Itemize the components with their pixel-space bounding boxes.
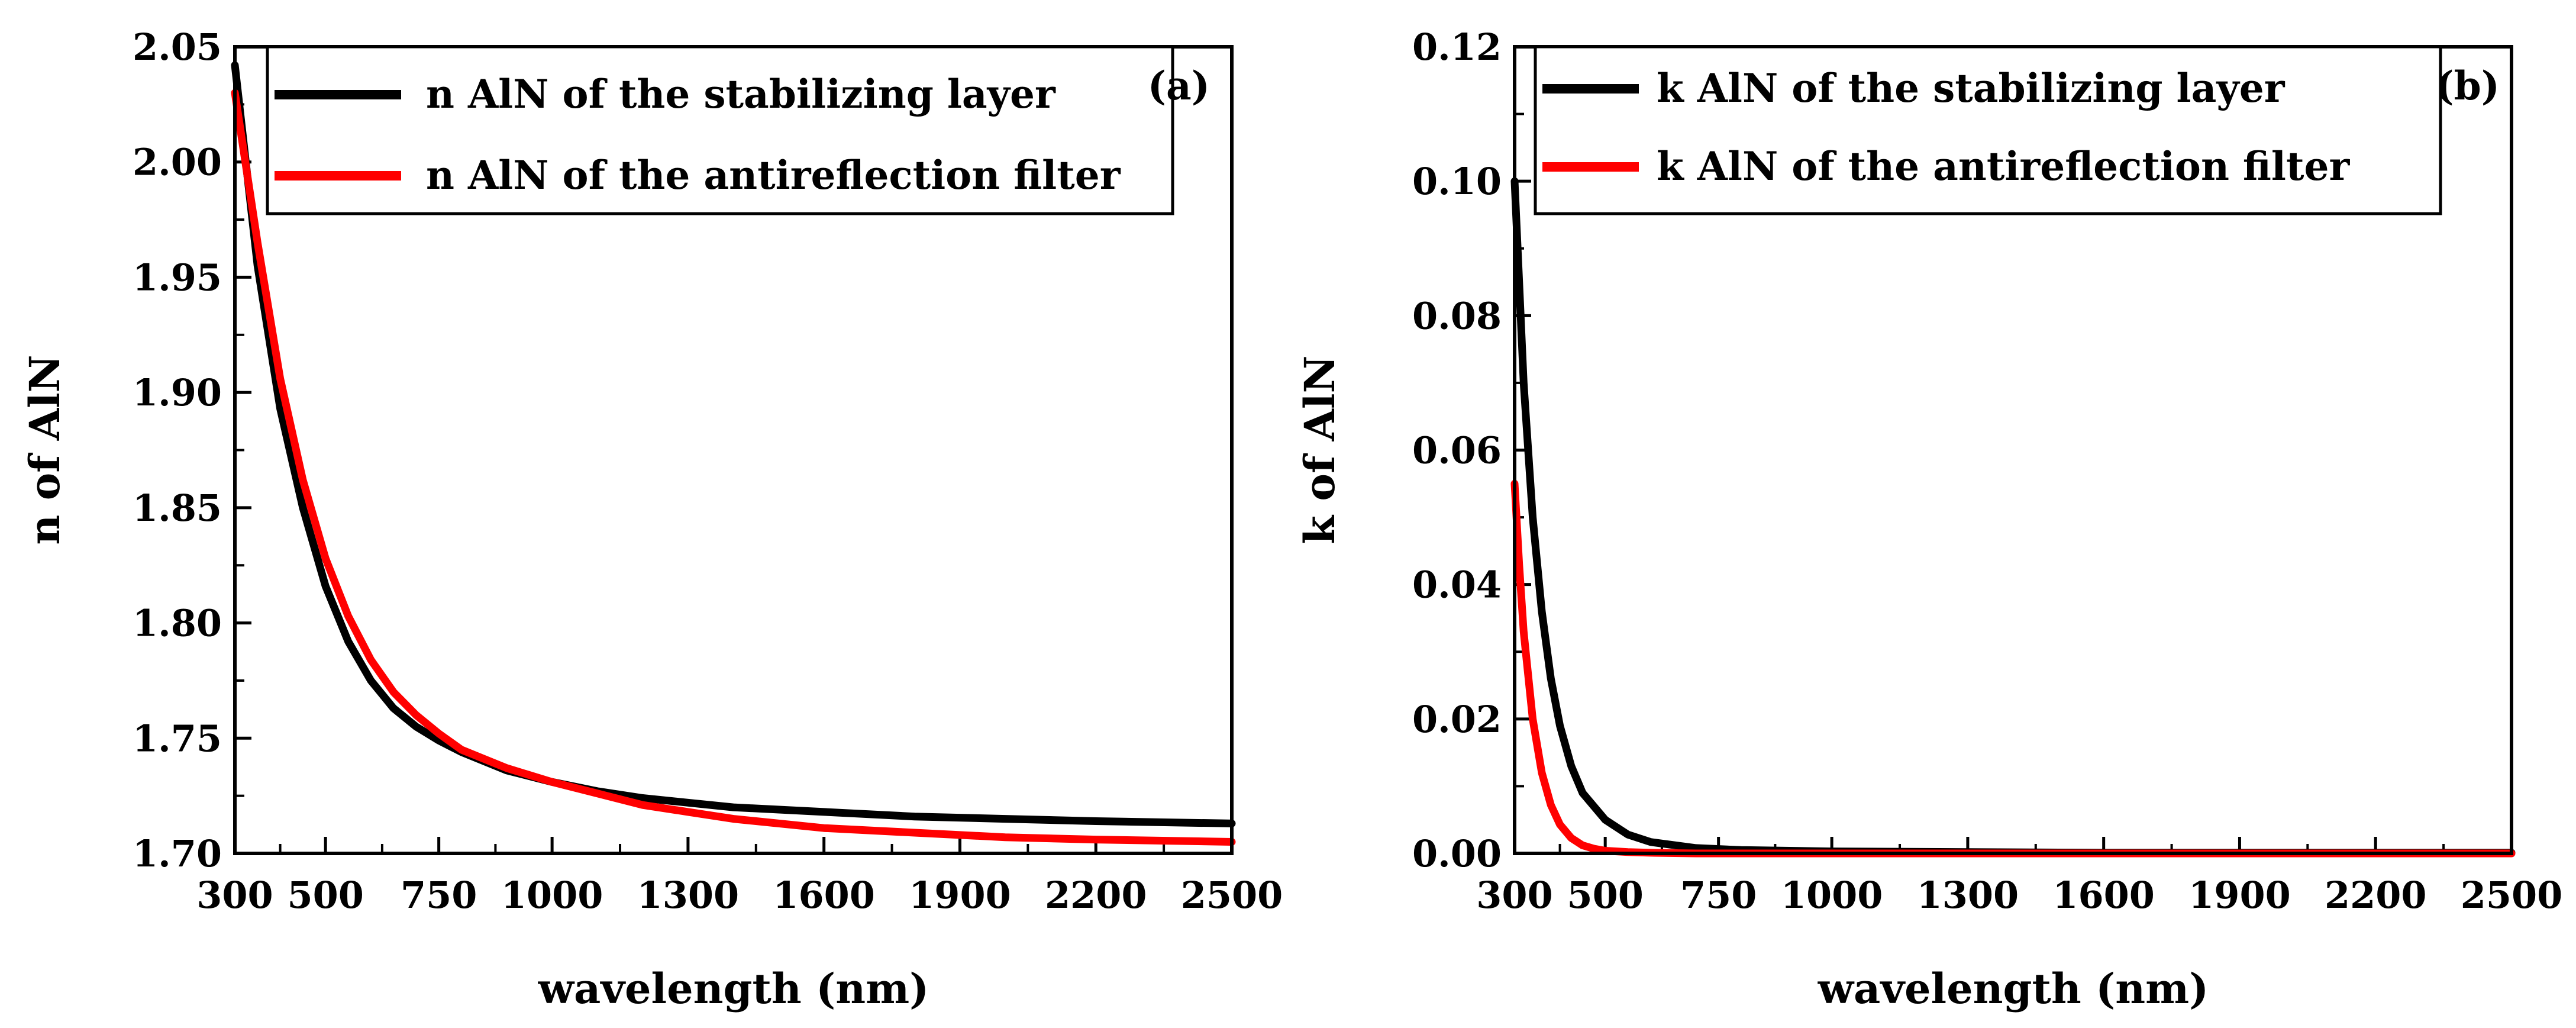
x-axis-label-b: wavelength (nm) bbox=[1818, 964, 2209, 1013]
legend-box-b bbox=[1534, 45, 2442, 215]
y-tick-label-b-2: 0.04 bbox=[1412, 563, 1502, 607]
y-tick-label-a-6: 2.00 bbox=[133, 141, 222, 184]
series-line-a-1 bbox=[231, 89, 1236, 846]
x-tick-label-a-4: 1300 bbox=[637, 874, 740, 917]
y-tick-label-a-0: 1.70 bbox=[133, 832, 222, 875]
x-tick-label-b-8: 2500 bbox=[2461, 874, 2563, 917]
x-tick-label-a-8: 2500 bbox=[1181, 874, 1283, 917]
series-lines-b bbox=[1510, 177, 2516, 858]
y-tick-label-a-4: 1.90 bbox=[133, 371, 222, 414]
series-line-b-1 bbox=[1510, 479, 2516, 858]
y-tick-label-b-3: 0.06 bbox=[1412, 429, 1502, 472]
y-tick-label-a-5: 1.95 bbox=[133, 256, 222, 299]
x-tick-label-a-6: 1900 bbox=[909, 874, 1011, 917]
x-tick-label-b-7: 2200 bbox=[2325, 874, 2427, 917]
y-tick-label-b-0: 0.00 bbox=[1412, 832, 1502, 875]
legend-label-b-1: k AlN of the antireflection filter bbox=[1657, 143, 2350, 189]
chart-panel-a: 300 500 750 1000 1300 1600 1900 2200 2500 1.70 1.7… bbox=[20, 25, 1283, 1013]
x-tick-label-a-2: 750 bbox=[401, 874, 477, 917]
y-tick-label-b-1: 0.02 bbox=[1412, 698, 1502, 741]
tick-labels-b: 300 500 750 1000 1300 1600 1900 2200 2500 0.00 0.0… bbox=[1412, 25, 2562, 917]
legend-box-a bbox=[266, 45, 1174, 215]
x-tick-label-b-2: 750 bbox=[1680, 874, 1757, 917]
y-tick-label-a-2: 1.80 bbox=[133, 602, 222, 645]
x-tick-label-b-5: 1600 bbox=[2052, 874, 2155, 917]
y-tick-label-a-3: 1.85 bbox=[133, 486, 222, 530]
y-tick-label-a-7: 2.05 bbox=[133, 25, 222, 69]
y-tick-label-b-6: 0.12 bbox=[1412, 25, 1502, 69]
series-line-b-0 bbox=[1510, 177, 2516, 857]
x-tick-label-a-1: 500 bbox=[287, 874, 363, 917]
x-tick-label-b-4: 1300 bbox=[1917, 874, 2019, 917]
x-tick-label-a-7: 2200 bbox=[1045, 874, 1147, 917]
x-tick-label-b-1: 500 bbox=[1567, 874, 1643, 917]
x-tick-label-a-3: 1000 bbox=[501, 874, 603, 917]
legend-label-a-0: n AlN of the stabilizing layer bbox=[426, 71, 1056, 117]
legend-label-a-1: n AlN of the antireflection filter bbox=[426, 152, 1121, 198]
legend-a: n AlN of the stabilizing layer n AlN of … bbox=[266, 45, 1174, 215]
x-tick-label-b-6: 1900 bbox=[2188, 874, 2291, 917]
legend-label-b-0: k AlN of the stabilizing layer bbox=[1657, 65, 2286, 111]
x-axis-label-a: wavelength (nm) bbox=[538, 964, 929, 1013]
y-tick-label-b-4: 0.08 bbox=[1412, 294, 1502, 337]
x-tick-label-a-0: 300 bbox=[196, 874, 273, 917]
panel-label-b: (b) bbox=[2435, 63, 2500, 109]
tick-labels-a: 300 500 750 1000 1300 1600 1900 2200 2500 1.70 1.7… bbox=[133, 25, 1283, 917]
y-tick-label-a-1: 1.75 bbox=[133, 717, 222, 760]
chart-panel-b: 300 500 750 1000 1300 1600 1900 2200 2500 0.00 0.0… bbox=[1295, 25, 2562, 1013]
x-tick-label-a-5: 1600 bbox=[773, 874, 875, 917]
x-tick-label-b-3: 1000 bbox=[1781, 874, 1883, 917]
legend-b: k AlN of the stabilizing layer k AlN of … bbox=[1534, 45, 2442, 215]
y-axis-label-a: n of AlN bbox=[20, 355, 69, 544]
y-tick-label-b-5: 0.10 bbox=[1412, 160, 1502, 203]
series-lines-a bbox=[231, 61, 1236, 846]
panel-label-a: (a) bbox=[1148, 63, 1210, 109]
x-tick-label-b-0: 300 bbox=[1476, 874, 1552, 917]
y-axis-label-b: k of AlN bbox=[1295, 356, 1344, 544]
